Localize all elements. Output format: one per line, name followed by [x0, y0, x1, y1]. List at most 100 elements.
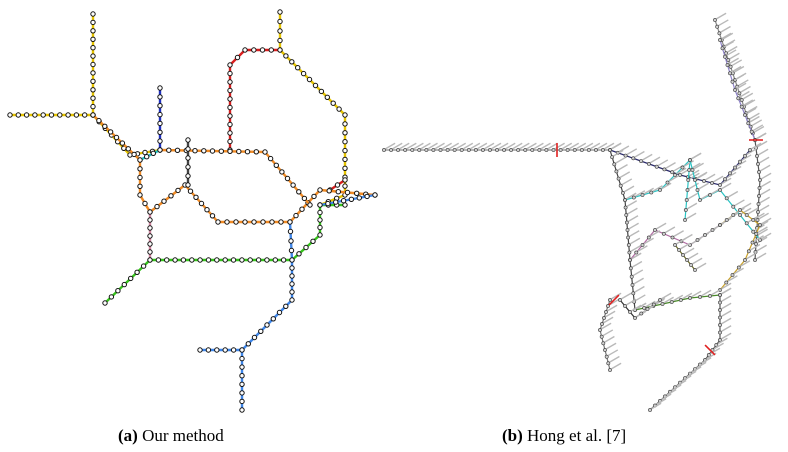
station-marker	[317, 224, 323, 231]
station-marker	[717, 31, 722, 36]
station-label-stroke	[385, 142, 396, 150]
station-marker	[227, 79, 233, 85]
station-marker	[718, 323, 722, 327]
station-marker	[713, 18, 717, 22]
caption-a-label: (a)	[118, 426, 138, 445]
station-marker	[192, 148, 198, 154]
station-marker	[205, 347, 212, 353]
station-label-stroke	[676, 379, 687, 387]
station-marker	[273, 162, 279, 169]
station-label-stroke	[683, 160, 694, 167]
metro-line-lightblue-right	[317, 192, 378, 208]
station-marker	[289, 265, 295, 271]
station-marker	[121, 281, 128, 288]
station-marker	[651, 302, 656, 307]
station-label-stroke	[728, 57, 739, 65]
station-label-stroke	[526, 142, 537, 150]
station-label-stroke	[643, 237, 654, 245]
station-marker	[669, 300, 674, 304]
station-marker	[670, 170, 675, 175]
station-marker	[647, 161, 651, 166]
comparison-hong-lower-left	[598, 292, 622, 372]
station-label-stroke	[637, 245, 648, 252]
station-marker	[627, 250, 632, 255]
station-marker	[287, 228, 294, 235]
station-marker	[205, 257, 212, 263]
station-marker	[602, 316, 606, 320]
station-marker	[185, 137, 191, 143]
station-marker	[280, 257, 287, 263]
station-label-stroke	[691, 152, 702, 160]
station-label-stroke	[635, 190, 646, 197]
station-marker	[174, 147, 181, 154]
station-label-stroke	[642, 153, 653, 161]
station-marker	[242, 47, 248, 53]
station-marker	[603, 348, 607, 352]
station-marker	[301, 195, 308, 202]
station-label-stroke	[611, 362, 622, 370]
comparison-hong-cyan-a	[623, 152, 702, 222]
station-marker	[283, 53, 289, 59]
station-marker	[680, 165, 685, 170]
station-label-stroke	[533, 142, 544, 150]
station-marker	[102, 300, 108, 306]
station-label-stroke	[630, 237, 641, 245]
station-label-stroke	[668, 175, 679, 182]
station-label-stroke	[693, 162, 704, 170]
metro-line-orange-mid	[157, 147, 313, 208]
station-marker	[606, 361, 611, 366]
station-marker	[137, 192, 143, 198]
line-yellow-right-path	[278, 12, 347, 207]
metro-line-lightblue	[197, 219, 295, 353]
station-marker	[128, 275, 134, 282]
comparison-hong-lavender	[718, 32, 767, 142]
station-label-stroke	[739, 90, 750, 98]
station-label-stroke	[682, 292, 693, 300]
station-marker	[215, 219, 221, 225]
station-marker	[438, 148, 443, 152]
station-label-stroke	[721, 332, 732, 340]
station-label-stroke	[701, 289, 712, 297]
station-marker	[90, 87, 96, 93]
station-marker	[743, 153, 747, 158]
station-marker	[728, 171, 732, 176]
station-label-stroke	[448, 142, 460, 150]
station-label-stroke	[627, 207, 638, 215]
station-label-stroke	[512, 142, 523, 150]
station-marker	[222, 257, 228, 263]
station-marker	[342, 112, 348, 118]
comparison-hong-gold	[718, 202, 772, 292]
station-marker	[600, 322, 604, 326]
station-marker	[269, 219, 275, 225]
station-marker	[157, 138, 163, 144]
station-marker	[239, 347, 245, 353]
station-marker	[150, 150, 157, 157]
station-marker	[342, 121, 348, 127]
station-marker	[623, 205, 628, 210]
station-label-stroke	[691, 290, 702, 298]
station-marker	[695, 188, 700, 192]
station-marker	[157, 103, 163, 109]
station-marker	[224, 219, 230, 225]
station-label-stroke	[665, 162, 676, 169]
station-label-stroke	[713, 175, 724, 183]
station-marker	[342, 202, 348, 208]
station-marker	[606, 304, 610, 308]
station-marker	[673, 173, 677, 177]
station-label-stroke	[760, 188, 771, 196]
station-label-stroke	[601, 322, 612, 330]
station-marker	[227, 104, 233, 111]
station-marker	[318, 88, 325, 95]
station-marker	[738, 208, 742, 212]
station-label-stroke	[729, 52, 740, 60]
station-marker	[230, 347, 237, 353]
station-label-stroke	[434, 142, 445, 150]
station-marker	[164, 257, 170, 263]
station-marker	[718, 38, 722, 42]
station-label-stroke	[652, 185, 663, 192]
station-marker	[147, 209, 153, 215]
station-marker	[57, 112, 63, 118]
station-marker	[751, 229, 756, 234]
station-marker	[604, 354, 609, 359]
station-label-stroke	[613, 149, 624, 157]
